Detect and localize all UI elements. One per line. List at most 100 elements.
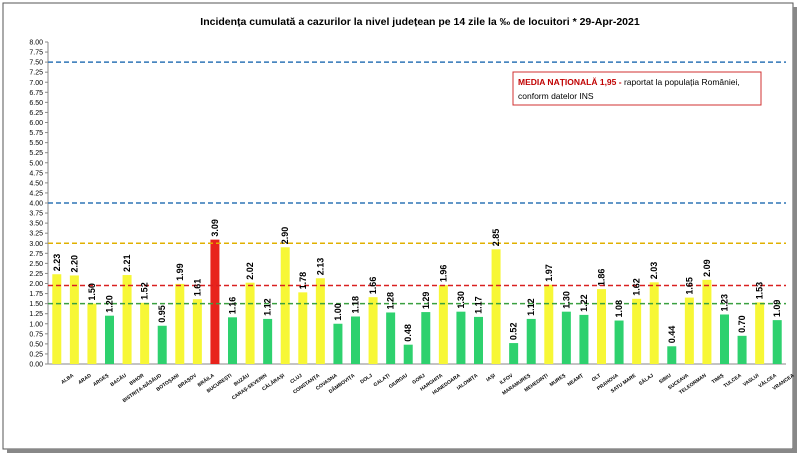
frame-shadow (793, 7, 797, 453)
value-label: 1.23 (720, 294, 730, 312)
bar (175, 283, 185, 364)
bar (737, 335, 747, 364)
value-label: 1.09 (772, 300, 782, 318)
y-tick-label: 5.25 (29, 150, 43, 157)
bar (667, 346, 677, 364)
y-tick-label: 7.00 (29, 80, 43, 87)
value-label: 1.96 (438, 265, 448, 283)
y-tick-label: 5.00 (29, 160, 43, 167)
value-label: 2.09 (702, 259, 712, 277)
y-tick-label: 7.75 (29, 50, 43, 57)
y-tick-label: 6.00 (29, 120, 43, 127)
bar (509, 343, 519, 364)
y-tick-label: 1.25 (29, 311, 43, 318)
value-label: 1.22 (579, 294, 589, 312)
value-label: 0.52 (509, 323, 519, 341)
value-label: 1.66 (368, 277, 378, 295)
y-tick-label: 3.25 (29, 231, 43, 238)
bar (491, 249, 501, 364)
value-label: 1.62 (632, 278, 642, 296)
value-label: 1.50 (87, 283, 97, 301)
y-tick-label: 0.50 (29, 341, 43, 348)
y-tick-label: 2.25 (29, 271, 43, 278)
value-label: 0.44 (667, 326, 677, 344)
y-tick-label: 0.00 (29, 362, 43, 369)
value-label: 1.53 (755, 282, 765, 300)
y-tick-label: 4.50 (29, 180, 43, 187)
y-tick-label: 6.75 (29, 90, 43, 97)
bar (280, 247, 290, 364)
y-tick-label: 5.75 (29, 130, 43, 137)
value-label: 1.52 (140, 282, 150, 300)
bar (456, 311, 466, 364)
bar (386, 312, 396, 364)
y-tick-label: 6.50 (29, 100, 43, 107)
bar (315, 278, 325, 364)
y-tick-label: 0.75 (29, 331, 43, 338)
bar (632, 298, 642, 364)
bar (772, 320, 782, 364)
bar (245, 282, 255, 364)
bar (122, 275, 132, 364)
bar (597, 289, 606, 364)
annotation-box (512, 71, 762, 106)
bar (140, 302, 150, 364)
frame-shadow (7, 449, 797, 453)
bar (87, 303, 97, 364)
value-label: 1.20 (105, 295, 115, 313)
value-label: 1.30 (561, 291, 571, 309)
value-label: 1.17 (474, 296, 484, 314)
x-tick-label: OLT (591, 373, 602, 383)
bar (192, 299, 202, 364)
value-label: 1.16 (228, 297, 238, 315)
bar (105, 315, 114, 364)
y-tick-label: 1.75 (29, 291, 43, 298)
value-label: 1.12 (263, 298, 273, 316)
value-label: 2.90 (280, 227, 290, 245)
bar (210, 239, 220, 364)
annotation: MEDIA NAȚIONALĂ 1,95 - raportat la popul… (518, 77, 740, 87)
y-tick-label: 1.00 (29, 321, 43, 328)
y-tick-label: 8.00 (29, 40, 43, 47)
bar (614, 320, 624, 364)
value-label: 1.18 (351, 296, 361, 314)
annotation-bold: MEDIA NAȚIONALĂ 1,95 - (518, 77, 624, 87)
y-tick-label: 5.50 (29, 140, 43, 147)
bar (561, 311, 571, 364)
bar (579, 314, 589, 364)
bar (684, 297, 694, 364)
value-label: 1.86 (597, 269, 607, 287)
y-tick-label: 0.25 (29, 351, 43, 358)
value-label: 2.21 (122, 255, 132, 273)
value-label: 2.02 (245, 262, 255, 280)
y-tick-label: 3.75 (29, 211, 43, 218)
bar (298, 292, 308, 364)
bar (263, 318, 273, 364)
y-tick-label: 1.50 (29, 301, 43, 308)
annotation-text: raportat la populația României, (624, 77, 740, 87)
value-label: 3.09 (210, 219, 220, 237)
bar (544, 284, 554, 364)
value-label: 1.61 (192, 279, 202, 297)
y-tick-label: 4.00 (29, 201, 43, 208)
bar (403, 344, 413, 364)
bar (333, 323, 343, 364)
y-tick-label: 3.50 (29, 221, 43, 228)
bar (438, 285, 448, 364)
bar (69, 275, 79, 364)
value-label: 1.29 (421, 292, 431, 310)
y-tick-label: 4.75 (29, 170, 43, 177)
y-tick-label: 2.75 (29, 251, 43, 258)
y-tick-label: 4.25 (29, 190, 43, 197)
value-label: 0.95 (157, 305, 167, 323)
value-label: 1.08 (614, 300, 624, 318)
bar (526, 318, 536, 364)
y-tick-label: 6.25 (29, 110, 43, 117)
value-label: 1.28 (386, 292, 396, 310)
value-label: 1.00 (333, 303, 343, 321)
y-tick-label: 3.00 (29, 241, 43, 248)
bar (649, 282, 659, 364)
value-label: 2.20 (69, 255, 79, 273)
value-label: 0.48 (403, 324, 413, 342)
